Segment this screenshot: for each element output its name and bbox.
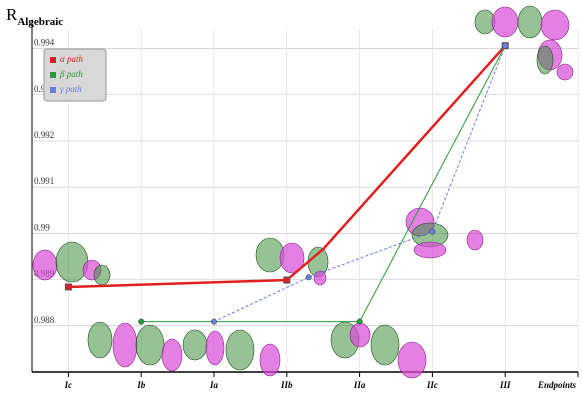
x-tick-label: III (499, 380, 511, 390)
point (210, 318, 218, 325)
legend-label: γ path (60, 84, 82, 94)
point (429, 228, 436, 235)
x-tick-label: IIb (280, 380, 293, 390)
point (138, 318, 145, 325)
point (64, 283, 72, 291)
point (305, 274, 312, 281)
legend-swatch (50, 72, 56, 78)
legend: α path β path γ path (43, 48, 107, 102)
x-tick-label: Endpoints (537, 380, 577, 390)
x-tick-label: Ia (209, 380, 219, 390)
legend-swatch (50, 87, 56, 93)
x-tick-label: IIa (353, 380, 366, 390)
point (283, 276, 291, 284)
x-tick-label: Ic (64, 380, 73, 390)
y-tick-label: 0.992 (34, 130, 54, 140)
legend-label: β path (59, 69, 83, 79)
y-tick-label: 0.991 (34, 176, 54, 186)
legend-swatch (50, 57, 56, 63)
y-axis-label: RAlgebraic (6, 5, 63, 28)
x-tick-label: IIc (426, 380, 438, 390)
y-tick-label: 0.99 (34, 222, 50, 232)
point (502, 42, 509, 49)
point (356, 318, 363, 325)
legend-label: α path (60, 54, 83, 64)
y-tick-label: 0.988 (34, 315, 55, 325)
y-label-main: R (6, 5, 18, 24)
series-line (68, 44, 507, 289)
x-tick-label: Ib (136, 380, 146, 390)
legend-box (43, 48, 107, 102)
y-tick-label: 0.994 (34, 38, 55, 48)
orbital-images (32, 5, 574, 379)
series-line (213, 45, 506, 323)
y-label-sub: Algebraic (17, 16, 63, 28)
